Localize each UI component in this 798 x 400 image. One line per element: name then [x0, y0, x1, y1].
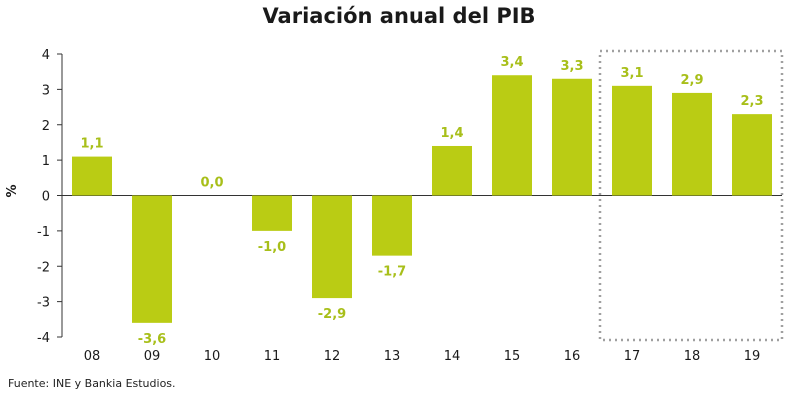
- bar-16: [552, 78, 592, 196]
- y-tick-label: 0: [42, 190, 50, 205]
- x-tick-label-09: 09: [144, 349, 161, 364]
- data-label-14: 1,4: [440, 126, 463, 141]
- bar-17: [612, 85, 652, 196]
- x-tick-label-16: 16: [564, 349, 581, 364]
- y-tick-label: 4: [42, 48, 50, 63]
- y-axis-label: %: [5, 184, 20, 197]
- bar-15: [492, 75, 532, 196]
- data-label-13: -1,7: [378, 265, 406, 280]
- x-tick-label-08: 08: [84, 349, 101, 364]
- data-label-08: 1,1: [80, 137, 103, 152]
- bar-11: [252, 195, 292, 231]
- y-tick-label: 1: [42, 154, 50, 169]
- x-tick-label-19: 19: [744, 349, 761, 364]
- data-label-19: 2,3: [740, 94, 763, 109]
- data-label-09: -3,6: [138, 332, 166, 347]
- x-tick-label-17: 17: [624, 349, 641, 364]
- data-label-17: 3,1: [620, 66, 643, 81]
- x-tick-label-14: 14: [444, 349, 461, 364]
- bar-18: [672, 92, 712, 196]
- data-label-18: 2,9: [680, 73, 703, 88]
- y-tick-label: -1: [37, 225, 50, 240]
- bar-19: [732, 114, 772, 196]
- data-label-16: 3,3: [560, 59, 583, 74]
- x-tick-label-15: 15: [504, 349, 521, 364]
- forecast-box: [598, 49, 784, 342]
- y-tick-label: -4: [37, 331, 50, 346]
- x-tick-label-18: 18: [684, 349, 701, 364]
- data-label-11: -1,0: [258, 240, 286, 255]
- y-tick-label: -2: [37, 260, 50, 275]
- y-tick-label: 3: [42, 83, 50, 98]
- y-tick-label: -3: [37, 296, 50, 311]
- chart-title: Variación anual del PIB: [262, 4, 536, 28]
- bar-14: [432, 145, 472, 196]
- source-note: Fuente: INE y Bankia Estudios.: [8, 377, 176, 390]
- y-tick-label: 2: [42, 119, 50, 134]
- x-tick-label-10: 10: [204, 349, 221, 364]
- data-label-15: 3,4: [500, 55, 523, 70]
- bar-13: [372, 195, 412, 256]
- x-tick-label-11: 11: [264, 349, 281, 364]
- data-label-12: -2,9: [318, 307, 346, 322]
- x-tick-label-12: 12: [324, 349, 341, 364]
- bar-09: [132, 195, 172, 323]
- data-label-10: 0,0: [200, 176, 223, 191]
- bar-12: [312, 195, 352, 299]
- x-tick-label-13: 13: [384, 349, 401, 364]
- bar-08: [72, 156, 112, 196]
